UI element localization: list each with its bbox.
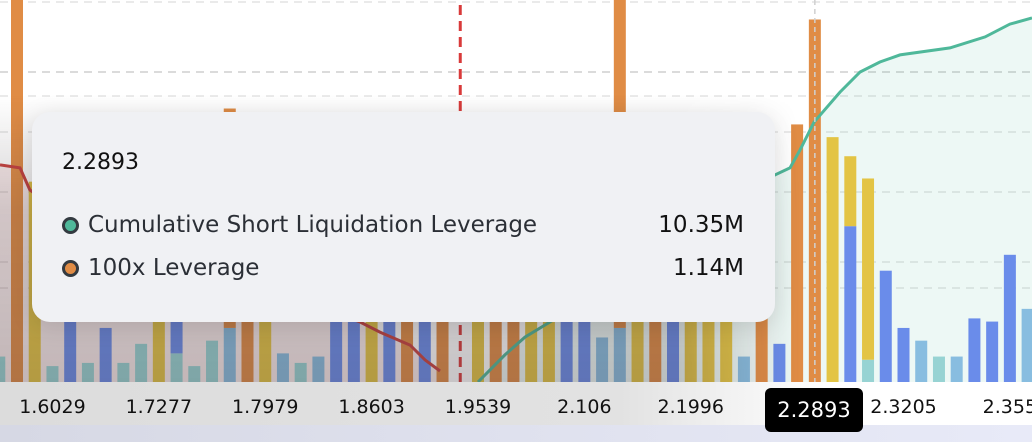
series-dot-icon (62, 216, 79, 234)
bar-lightblue (737, 356, 750, 382)
bar-blue (968, 318, 981, 382)
bar-lightblue (1021, 308, 1032, 382)
bar-cyan (46, 366, 59, 382)
bar-yellow (826, 137, 839, 382)
bar-blue (986, 321, 999, 382)
long-area (0, 164, 441, 382)
bar-lightblue (276, 353, 289, 382)
bar-orange (11, 0, 23, 382)
bottom-scroll-band[interactable] (0, 425, 1032, 442)
x-tick-label: 2.106 (557, 396, 612, 418)
bar-cyan (862, 359, 875, 382)
tooltip: 2.2893 Cumulative Short Liquidation Leve… (32, 112, 775, 322)
tooltip-row-label: Cumulative Short Liquidation Leverage (88, 212, 538, 238)
bar-cyan (188, 366, 201, 382)
bar-cyan (117, 362, 130, 382)
x-tick-label: 1.9539 (444, 396, 512, 418)
bar-lightblue (312, 356, 325, 382)
tooltip-row-value: 10.35M (658, 212, 744, 238)
bar-lightblue (950, 356, 963, 382)
x-tick-label: 2.3205 (870, 396, 937, 418)
x-tick-label: 1.7277 (125, 396, 193, 418)
bar-cyan (206, 340, 219, 382)
bar-blue (99, 327, 112, 382)
bar-lightblue (596, 337, 609, 382)
bar-cyan (932, 356, 945, 382)
bar-orange (436, 308, 449, 382)
bar-cyan (135, 343, 148, 382)
x-tick-label: 2.355 (982, 396, 1032, 418)
bar-blue (844, 226, 857, 382)
x-tick-label: 2.1996 (657, 396, 724, 418)
tooltip-row-value: 1.14M (672, 255, 744, 281)
bar-lightblue (613, 327, 626, 382)
bar-cyan (0, 356, 6, 382)
cumulative-short-line (476, 16, 1032, 382)
tooltip-row-100x: 100x Leverage 1.14M (62, 255, 744, 281)
bar-lightblue (915, 340, 928, 382)
bar-cyan (81, 362, 94, 382)
bar-yellow (862, 178, 875, 360)
bar-orange (791, 124, 804, 382)
bar-lightblue (223, 327, 236, 382)
tooltip-row-label: 100x Leverage (88, 255, 260, 281)
bar-blue (1003, 254, 1016, 382)
bar-blue (897, 327, 910, 382)
bar-cyan (294, 362, 307, 382)
bar-blue (773, 343, 786, 382)
bar-yellow (844, 156, 857, 227)
x-tick-label: 1.6029 (19, 396, 86, 418)
series-dot-icon (62, 259, 79, 277)
tooltip-row-short: Cumulative Short Liquidation Leverage 10… (62, 212, 744, 238)
x-tick-label: 1.7979 (231, 396, 299, 418)
bar-blue (879, 270, 892, 382)
hover-x-label: 2.2893 (765, 388, 863, 432)
bar-cyan (170, 353, 183, 382)
tooltip-title: 2.2893 (62, 150, 139, 175)
x-tick-label: 1.8603 (338, 396, 405, 418)
